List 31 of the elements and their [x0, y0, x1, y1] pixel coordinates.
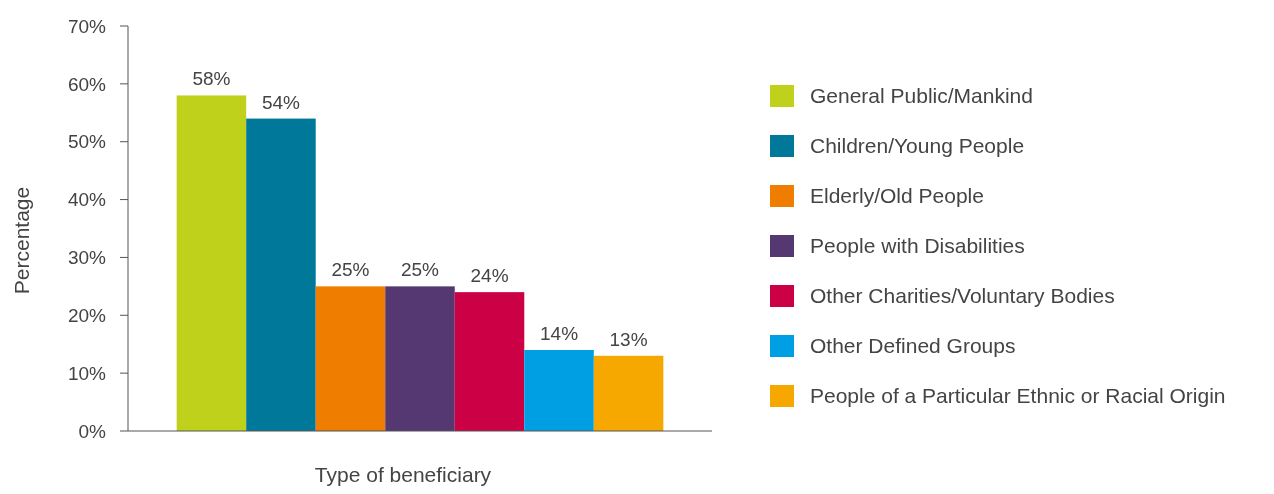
- bar: [593, 355, 664, 431]
- y-tick-label: 60%: [67, 73, 107, 95]
- legend-label: People of a Particular Ethnic or Racial Origin: [810, 384, 1226, 408]
- y-tick-label: 50%: [67, 131, 107, 153]
- legend-label: Other Defined Groups: [810, 334, 1016, 358]
- data-label: 24%: [470, 265, 509, 287]
- bar: [315, 286, 386, 431]
- x-axis-title: Type of beneficiary: [314, 463, 492, 486]
- y-tick-label: 30%: [67, 247, 107, 269]
- y-axis-title: Percentage: [10, 186, 33, 295]
- legend-label: Other Charities/Voluntary Bodies: [810, 284, 1115, 308]
- legend-label: People with Disabilities: [810, 234, 1025, 258]
- y-tick-label: 10%: [67, 362, 107, 384]
- data-label: 25%: [331, 259, 370, 281]
- data-label: 54%: [261, 91, 301, 113]
- bar: [246, 118, 316, 431]
- data-label: 14%: [540, 323, 579, 344]
- y-tick-label: 0%: [78, 420, 107, 442]
- data-label: 25%: [400, 259, 440, 281]
- bar: [176, 95, 247, 431]
- bar: [385, 286, 455, 431]
- legend-label: General Public/Mankind: [810, 84, 1033, 108]
- data-label: 58%: [192, 68, 231, 90]
- y-tick-label: 40%: [67, 189, 107, 211]
- y-tick-label: 20%: [67, 304, 107, 326]
- y-tick-label: 70%: [67, 15, 107, 37]
- data-label: 13%: [609, 328, 648, 350]
- legend-label: Elderly/Old People: [810, 184, 984, 208]
- bar: [524, 350, 594, 431]
- bar: [454, 292, 525, 431]
- legend-label: Children/Young People: [810, 134, 1025, 158]
